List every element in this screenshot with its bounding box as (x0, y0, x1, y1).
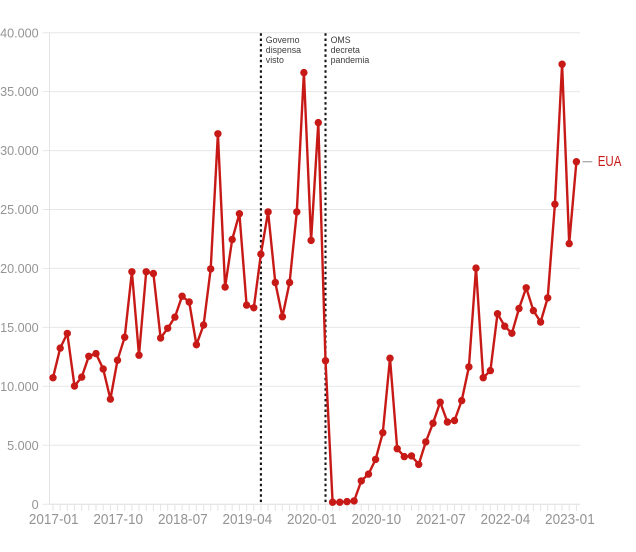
svg-text:35.000: 35.000 (0, 85, 39, 99)
svg-text:2020-10: 2020-10 (351, 511, 401, 528)
svg-text:2022-04: 2022-04 (481, 511, 531, 528)
svg-text:2023-01: 2023-01 (545, 511, 595, 528)
svg-text:10.000: 10.000 (0, 380, 39, 394)
svg-text:5.000: 5.000 (7, 439, 39, 453)
svg-text:pandemia: pandemia (331, 55, 370, 65)
svg-text:2020-01: 2020-01 (287, 511, 337, 528)
svg-text:2017-01: 2017-01 (29, 511, 79, 528)
svg-text:30.000: 30.000 (0, 144, 39, 158)
svg-text:2019-04: 2019-04 (222, 511, 272, 528)
svg-text:15.000: 15.000 (0, 321, 39, 335)
svg-text:decreta: decreta (331, 45, 360, 55)
svg-text:dispensa: dispensa (266, 45, 301, 55)
svg-text:20.000: 20.000 (0, 262, 39, 276)
svg-text:40.000: 40.000 (0, 26, 39, 40)
svg-text:2017-10: 2017-10 (93, 511, 143, 528)
svg-text:visto: visto (266, 55, 284, 65)
svg-text:2021-07: 2021-07 (416, 511, 466, 528)
svg-text:EUA: EUA (598, 153, 622, 170)
svg-text:Governo: Governo (266, 35, 300, 45)
svg-text:0: 0 (32, 498, 39, 512)
svg-text:25.000: 25.000 (0, 203, 39, 217)
svg-text:OMS: OMS (331, 35, 351, 45)
svg-text:2018-07: 2018-07 (158, 511, 208, 528)
